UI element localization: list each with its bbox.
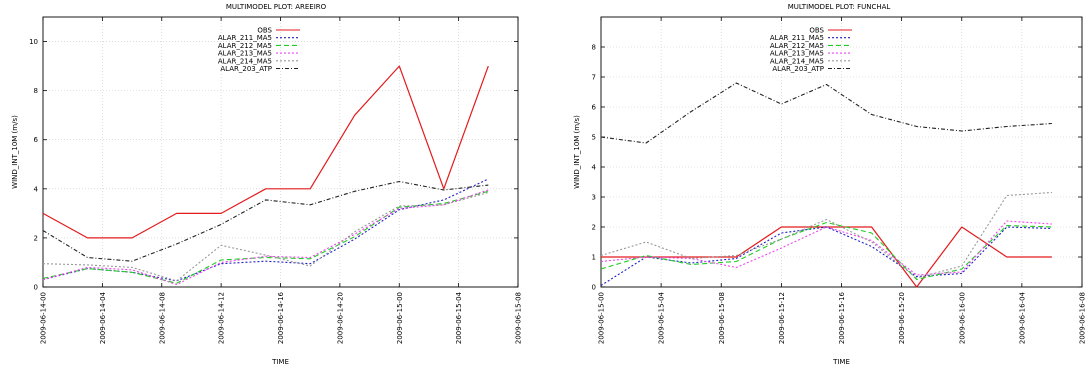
y-tick-label: 6	[592, 104, 597, 112]
x-tick-label: 2009-06-15-08	[515, 292, 523, 344]
legend-label: ALAR_213_MA5	[770, 50, 824, 58]
y-tick-label: 2	[34, 234, 38, 242]
legend-label: ALAR_211_MA5	[218, 34, 272, 42]
y-tick-label: 10	[29, 38, 38, 46]
x-tick-label: 2009-06-15-16	[838, 291, 846, 344]
x-tick-label: 2009-06-16-08	[1079, 292, 1087, 344]
legend-label: OBS	[809, 27, 824, 35]
series-line	[42, 178, 489, 282]
legend-label: OBS	[257, 27, 272, 35]
x-tick-label: 2009-06-15-12	[778, 292, 786, 344]
y-tick-label: 2	[592, 224, 596, 232]
x-axis-label: TIME	[271, 358, 289, 366]
plot-frame	[600, 16, 1083, 288]
series-line	[42, 180, 489, 262]
series-line	[42, 190, 489, 284]
legend-label: ALAR_214_MA5	[770, 57, 824, 65]
x-tick-label: 2009-06-14-00	[40, 292, 48, 344]
y-tick-label: 8	[592, 44, 596, 52]
x-tick-label: 2009-06-15-00	[396, 292, 404, 344]
y-tick-label: 0	[592, 284, 596, 292]
series-line	[600, 226, 1052, 286]
legend-label: ALAR_212_MA5	[218, 42, 272, 50]
y-tick-label: 8	[34, 87, 38, 95]
series-line	[600, 221, 1052, 281]
plot-frame	[42, 16, 519, 288]
x-tick-label: 2009-06-14-16	[277, 291, 285, 344]
x-axis-label: TIME	[832, 358, 850, 366]
legend-label: ALAR_213_MA5	[218, 50, 272, 58]
y-axis-label: WIND_INT_10M (m/s)	[573, 115, 581, 189]
legend-label: ALAR_214_MA5	[218, 57, 272, 65]
series-line	[600, 191, 1052, 279]
series-line	[42, 189, 489, 286]
x-tick-label: 2009-06-16-04	[1018, 291, 1026, 344]
x-tick-label: 2009-06-14-08	[158, 292, 166, 344]
y-axis-label: WIND_INT_10M (m/s)	[11, 115, 19, 189]
series-line	[600, 82, 1052, 144]
legend-label: ALAR_211_MA5	[770, 34, 824, 42]
x-tick-label: 2009-06-15-00	[598, 292, 606, 344]
x-tick-label: 2009-06-16-00	[958, 292, 966, 344]
chart-panel-2: MULTIMODEL PLOT: FUNCHAL 0 1 2 3 4 5 6 7 8 2009-06…	[573, 3, 1087, 366]
x-tick-label: 2009-06-15-20	[898, 292, 906, 344]
y-tick-label: 5	[592, 134, 596, 142]
series-line	[42, 65, 489, 239]
x-tick-label: 2009-06-14-20	[336, 292, 344, 344]
chart-title: MULTIMODEL PLOT: AREEIRO	[226, 3, 327, 11]
x-tick-label: 2009-06-14-12	[218, 292, 226, 344]
chart-title: MULTIMODEL PLOT: FUNCHAL	[788, 3, 891, 11]
legend-label: ALAR_203_ATP	[220, 65, 272, 73]
y-tick-label: 3	[592, 194, 596, 202]
y-tick-label: 6	[34, 136, 39, 144]
chart-panel-1: MULTIMODEL PLOT: AREEIRO 0 2 4 6 8 10 2009-06-1…	[11, 3, 523, 366]
y-tick-label: 1	[592, 254, 596, 262]
x-tick-label: 2009-06-15-04	[658, 291, 666, 344]
y-tick-label: 7	[592, 74, 596, 82]
legend-label: ALAR_212_MA5	[770, 42, 824, 50]
legend-label: ALAR_203_ATP	[772, 65, 824, 73]
x-tick-label: 2009-06-15-08	[718, 292, 726, 344]
y-tick-label: 4	[34, 185, 39, 193]
x-tick-label: 2009-06-14-04	[99, 291, 107, 344]
y-tick-label: 4	[592, 164, 597, 172]
x-tick-label: 2009-06-15-04	[455, 291, 463, 344]
y-tick-label: 0	[34, 284, 38, 292]
